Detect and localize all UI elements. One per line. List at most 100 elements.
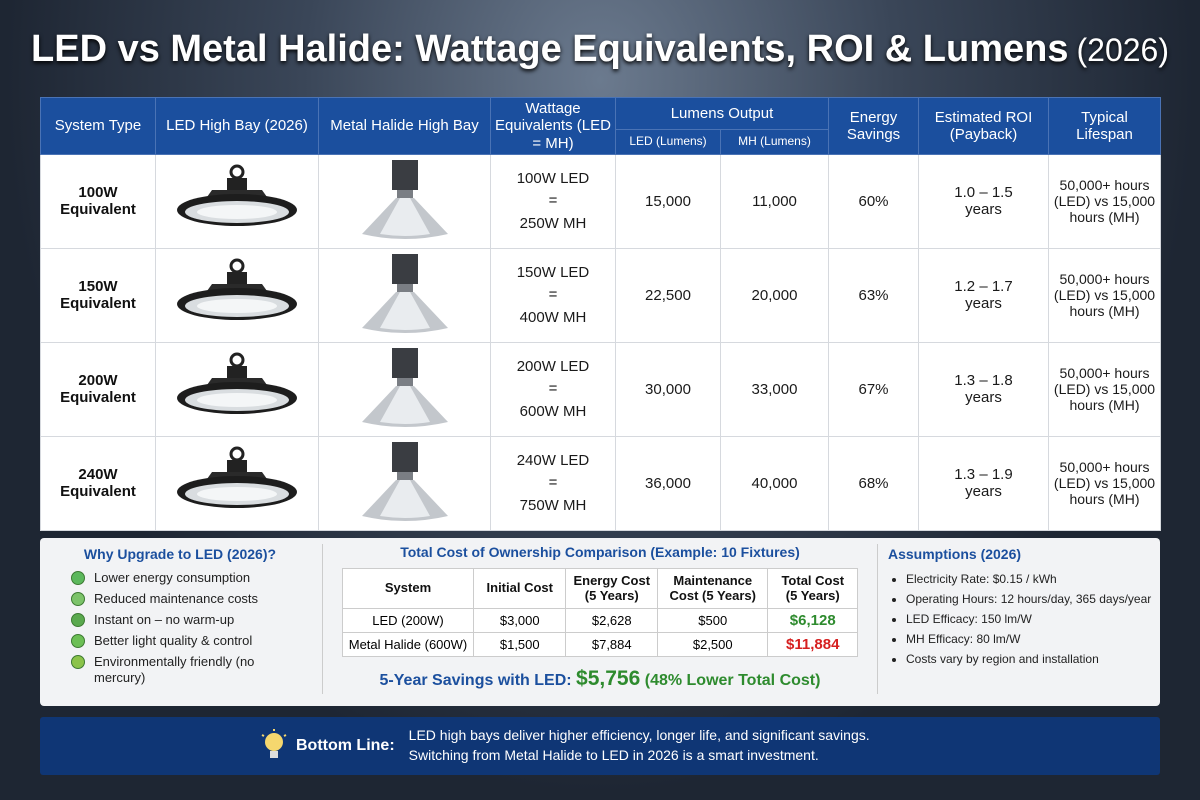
tco-cell: $7,884 [565,632,659,657]
roi: 1.2 – 1.7 years [918,247,1049,343]
savings-value: $5,756 [576,667,641,690]
lifespan: 50,000+ hours (LED) vs 15,000 hours (MH) [1048,435,1161,531]
system-type: 150W Equivalent [40,247,156,343]
mh-image-cell [318,341,491,437]
header-cell: Metal Halide High Bay [318,97,491,155]
wattage-mh-watts: 250W MH [519,214,587,232]
wattage-cell: 150W LED = 400W MH [490,247,616,343]
system-type: 100W Equivalent [40,153,156,249]
mh-lumens: 11,000 [720,153,829,249]
why-icon [71,612,85,627]
why-text: Lower energy consumption [94,570,251,585]
wattage-led-watts: 150W LED [516,263,590,281]
tco-cell: LED (200W) [341,608,475,633]
header-cell: Energy Savings [828,97,919,155]
bottom-line-text: LED high bays deliver higher efficiency,… [409,726,870,765]
subheader-cell: MH (Lumens) [720,129,829,155]
tco-row: LED (200W) $3,000 $2,628 $500 $6,128 [341,608,859,633]
why-item: Instant on – no warm-up [70,612,320,629]
why-icon [71,654,85,669]
led-lumens: 22,500 [615,247,721,343]
savings-label: 5-Year Savings with LED: [379,672,572,689]
header-cell: Estimated ROI (Payback) [918,97,1049,155]
led-image-cell [155,153,319,249]
assumption-item: Costs vary by region and installation [906,652,1158,666]
tco-header: Total Cost (5 Years) [767,568,859,609]
led-lumens: 15,000 [615,153,721,249]
wattage-equals: = [548,474,558,491]
bottom-line-sentence: LED high bays deliver higher efficiency,… [408,727,870,744]
assumption-item: Operating Hours: 12 hours/day, 365 days/… [906,592,1158,606]
tco-cell: $2,500 [657,632,769,657]
wattage-equals: = [548,380,558,397]
mh-lumens: 33,000 [720,341,829,437]
roi: 1.0 – 1.5 years [918,153,1049,249]
why-title: Why Upgrade to LED (2026)? [83,546,277,562]
bottom-line-sentence: Switching from Metal Halide to LED in 20… [408,747,819,763]
led-image-cell [155,247,319,343]
wattage-cell: 100W LED = 250W MH [490,153,616,249]
table-row: 150W Equivalent 150W LED = 400W MH 22,500 20,… [40,247,1161,343]
header-cell: Lumens Output [615,96,829,131]
mh-image-cell [318,435,491,531]
energy-savings: 68% [828,435,919,531]
roi: 1.3 – 1.9 years [918,435,1049,531]
mh-fixture [361,442,448,522]
header-cell: Wattage Equivalents (LED = MH) [490,97,616,155]
why-text: Better light quality & control [94,632,253,648]
led-fixture [175,352,299,416]
tco-header: System [341,568,475,609]
assumptions-section: Assumptions (2026) Electricity Rate: $0.… [888,546,1158,672]
tco-header: Maintenance Cost (5 Years) [657,568,769,609]
wattage-mh-watts: 750W MH [519,496,587,514]
wattage-equals: = [548,192,558,209]
why-icon [71,633,85,648]
why-item: Lower energy consumption [70,570,320,587]
why-text: Instant on – no warm-up [94,611,235,627]
info-panel: Why Upgrade to LED (2026)? Lower energy … [40,538,1160,706]
roi: 1.3 – 1.8 years [918,341,1049,437]
led-image-cell [155,341,319,437]
savings-line: 5-Year Savings with LED: $5,756 (48% Low… [323,667,877,691]
savings-note: (48% Lower Total Cost) [644,672,821,689]
mh-fixture [361,160,448,240]
header-cell: System Type [40,97,156,155]
why-text: Reduced maintenance costs [94,590,259,606]
led-image-cell [155,435,319,531]
energy-savings: 67% [828,341,919,437]
why-list: Lower energy consumption Reduced maintena… [70,570,320,687]
wattage-cell: 200W LED = 600W MH [490,341,616,437]
table-row: 240W Equivalent 240W LED = 750W MH 36,000 40,… [40,435,1161,531]
table-body: 100W Equivalent 100W LED = 250W MH 15,000 11,… [40,153,1161,531]
title: LED vs Metal Halide: Wattage Equivalents… [0,28,1200,71]
why-item: Better light quality & control [70,633,320,650]
tco-cell: $500 [657,608,769,633]
mh-image-cell [318,247,491,343]
assumption-item: Electricity Rate: $0.15 / kWh [906,572,1158,586]
wattage-cell: 240W LED = 750W MH [490,435,616,531]
lifespan: 50,000+ hours (LED) vs 15,000 hours (MH) [1048,341,1161,437]
why-section: Why Upgrade to LED (2026)? Lower energy … [40,546,320,691]
wattage-mh-watts: 600W MH [519,402,587,420]
header-cell: LED High Bay (2026) [155,97,319,155]
tco-header: Energy Cost (5 Years) [565,568,659,609]
mh-lumens: 40,000 [720,435,829,531]
wattage-led-watts: 240W LED [516,451,590,469]
tco-header: Initial Cost [473,568,567,609]
tco-section: Total Cost of Ownership Comparison (Exam… [322,544,878,694]
table-row: 200W Equivalent 200W LED = 600W MH 30,000 33,… [40,341,1161,437]
mh-image-cell [318,153,491,249]
led-lumens: 36,000 [615,435,721,531]
title-year: (2026) [1076,32,1169,68]
system-type: 240W Equivalent [40,435,156,531]
tco-cell: Metal Halide (600W) [341,632,475,657]
title-text: LED vs Metal Halide: Wattage Equivalents… [31,28,1069,70]
why-item: Reduced maintenance costs [70,591,320,608]
assumption-item: MH Efficacy: 80 lm/W [906,632,1158,646]
led-fixture [175,446,299,510]
lifespan: 50,000+ hours (LED) vs 15,000 hours (MH) [1048,153,1161,249]
system-type: 200W Equivalent [40,341,156,437]
mh-fixture [361,348,448,428]
header-cell: Typical Lifespan [1048,97,1161,155]
